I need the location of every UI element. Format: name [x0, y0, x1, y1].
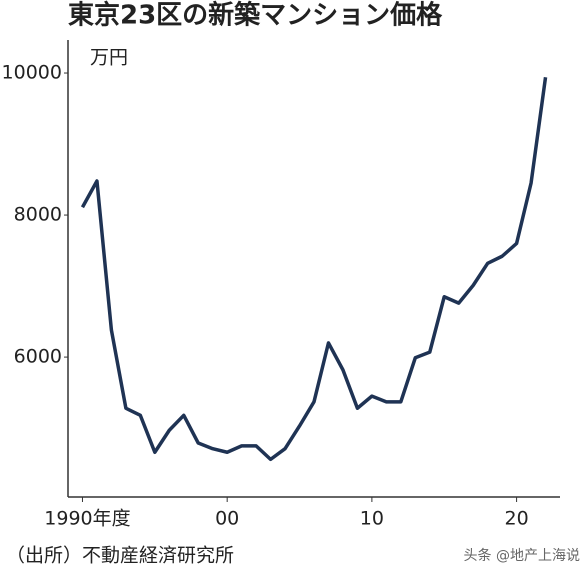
chart-title: 東京23区の新築マンション価格	[68, 0, 443, 31]
y-tick-label: 8000	[14, 204, 62, 226]
x-tick-label: 00	[215, 508, 239, 530]
y-tick-label: 6000	[14, 346, 62, 368]
line	[80, 77, 548, 462]
y-unit: 万円	[90, 47, 128, 69]
watermark: 头条 @地产上海说	[464, 547, 580, 564]
x-tick-label: 10	[360, 508, 384, 530]
x-tick-label: 1990年度	[44, 508, 130, 530]
source: （出所）不動産経済研究所	[6, 545, 234, 567]
y-tick-label: 10000	[2, 62, 62, 84]
x-tick-label: 20	[504, 508, 528, 530]
